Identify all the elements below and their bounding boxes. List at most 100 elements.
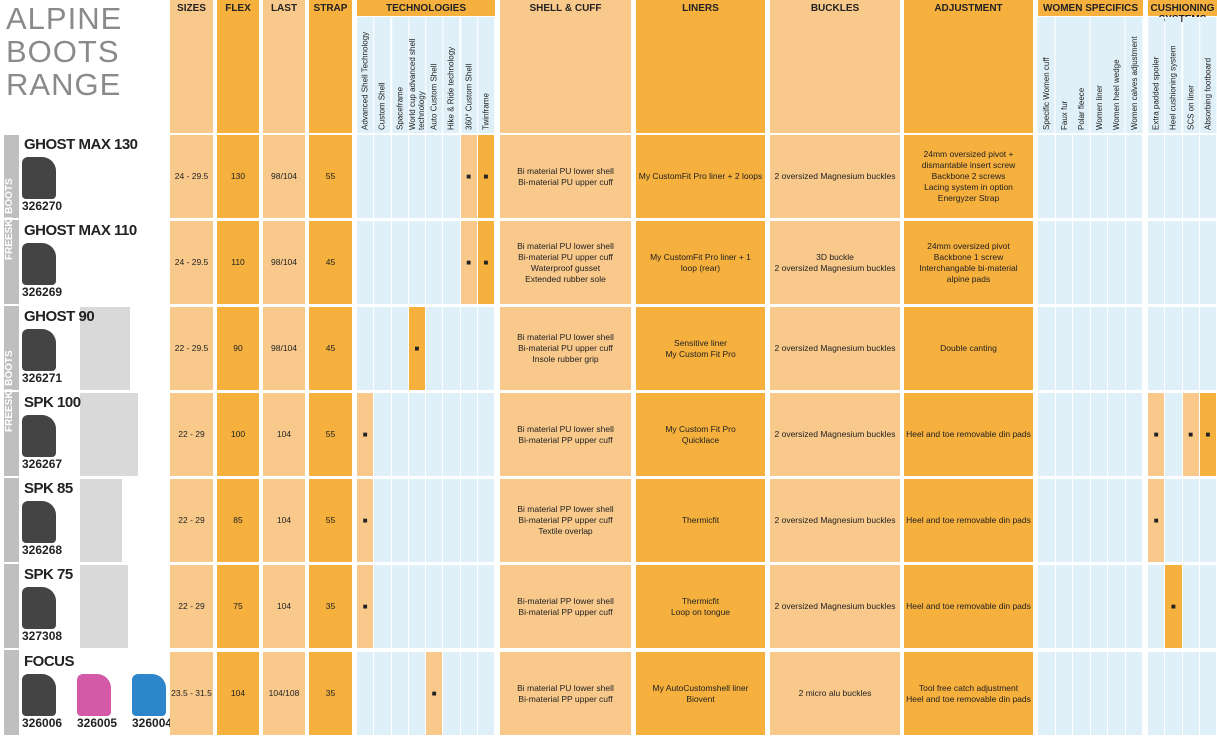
cell: 55 (309, 393, 352, 476)
boot-code: 326271 (22, 371, 63, 385)
cell-line: Bi-material PP upper cuff (518, 515, 613, 525)
cell: 22 - 29 (170, 565, 213, 648)
cell: Bi material PP lower shell Bi-material PP… (500, 479, 631, 562)
row-divider (0, 304, 1217, 306)
boot-image (77, 674, 111, 716)
cell-line: Bi-material PP upper cuff (518, 434, 613, 445)
cell-line: Bi-material PP upper cuff (518, 606, 613, 617)
check-cell: ■ (357, 479, 374, 562)
sub-header: SCS on liner (1182, 17, 1199, 133)
check-cell (357, 135, 374, 218)
cell: Sensitive liner My Custom Fit Pro (636, 307, 765, 390)
check-cell (460, 565, 477, 648)
cell-value: 23.5 - 31.5 (171, 688, 212, 698)
check-cell (460, 479, 477, 562)
check-cell (1165, 652, 1182, 735)
cell-line: Lacing system in option (924, 182, 1013, 192)
check-cell (1038, 652, 1055, 735)
check-cell (426, 393, 443, 476)
marker: ■ (362, 430, 368, 439)
cell-line: Energyzer Strap (937, 193, 1000, 203)
check-cell (1148, 135, 1165, 218)
check-cell (1108, 479, 1125, 562)
boot-name: GHOST 90 (24, 308, 95, 325)
check-cell (374, 393, 391, 476)
check-cell (391, 307, 408, 390)
check-cell (1108, 135, 1125, 218)
cell-value: 22 - 29 (178, 601, 205, 611)
check-cell (391, 565, 408, 648)
sub-header: Polar fleece (1073, 17, 1090, 133)
check-cell (1090, 135, 1107, 218)
cell: Thermicfit (636, 479, 765, 562)
cell: Double canting (904, 307, 1033, 390)
cell-line: Bi material PU lower shell (517, 682, 614, 693)
check-cell (1108, 393, 1125, 476)
cell: 104 (263, 565, 305, 648)
check-cell (1148, 565, 1165, 648)
cell: 23.5 - 31.5 (170, 652, 213, 735)
marker: ■ (414, 344, 420, 353)
photo-band (80, 565, 128, 648)
cell-value: 24 - 29.5 (174, 257, 209, 267)
check-cell (408, 393, 425, 476)
boot-code: 326269 (22, 285, 63, 299)
cell-line: 2 oversized Magnesium buckles (774, 171, 896, 181)
cell-value: 104/108 (268, 688, 300, 698)
check-cell (443, 565, 460, 648)
cell: 22 - 29 (170, 393, 213, 476)
check-cell (374, 135, 391, 218)
check-cell (1125, 393, 1142, 476)
cell-line: Heel and toe removable din pads (906, 429, 1031, 439)
column-header: ADJUSTMENT (904, 0, 1033, 133)
boot-name: GHOST MAX 110 (24, 222, 137, 239)
check-cell (1073, 652, 1090, 735)
cell-value: 24 - 29.5 (174, 171, 209, 181)
check-cell: ■ (460, 135, 477, 218)
cell-value: 22 - 29.5 (174, 343, 209, 353)
cell-value: 22 - 29 (178, 515, 205, 525)
cell: 2 oversized Magnesium buckles (770, 565, 900, 648)
sub-header: Auto Custom Shell (426, 17, 443, 133)
check-cell (357, 221, 374, 304)
check-cell (1090, 565, 1107, 648)
cell: Bi material PU lower shell Bi-material PU… (500, 135, 631, 218)
cell: 24 - 29.5 (170, 135, 213, 218)
cell-line: My Custom Fit Pro (665, 423, 736, 434)
check-cell (1073, 221, 1090, 304)
cell-value: 130 (230, 171, 246, 181)
check-cell (1125, 565, 1142, 648)
cell-value: 85 (233, 515, 243, 525)
sub-header: Specific Women cuff (1038, 17, 1055, 133)
check-cell (477, 307, 494, 390)
cell-value: 104 (276, 515, 292, 525)
check-cell (1090, 393, 1107, 476)
cell: 2 oversized Magnesium buckles (770, 479, 900, 562)
column-header: LINERS (636, 0, 765, 133)
check-cell (391, 135, 408, 218)
cell-line: Heel and toe removable din pads (906, 515, 1031, 525)
check-cell (1199, 221, 1216, 304)
check-cell (1055, 479, 1072, 562)
check-cell (1199, 652, 1216, 735)
check-cell (391, 393, 408, 476)
cell: Bi material PU lower shell Bi-material PP… (500, 652, 631, 735)
cell-line: Bi material PP lower shell (517, 504, 614, 514)
cell-line: Waterproof gusset (530, 262, 601, 273)
cell-value: 98/104 (271, 343, 297, 353)
cell: 24mm oversized pivot Backbone 1 screw Inte… (904, 221, 1033, 304)
check-cell (443, 652, 460, 735)
cell-line: 2 micro alu buckles (798, 688, 872, 698)
cell: 55 (309, 479, 352, 562)
check-cell (1090, 479, 1107, 562)
boot-name: FOCUS (24, 653, 75, 670)
check-cell (374, 307, 391, 390)
boot-image (22, 415, 56, 457)
check-cell (1182, 135, 1199, 218)
sub-header: Women liner (1090, 17, 1107, 133)
check-cell (1182, 307, 1199, 390)
check-cell: ■ (477, 221, 494, 304)
marker: ■ (1205, 430, 1211, 439)
boot-code: 326006 (22, 716, 63, 730)
check-cell: ■ (477, 135, 494, 218)
